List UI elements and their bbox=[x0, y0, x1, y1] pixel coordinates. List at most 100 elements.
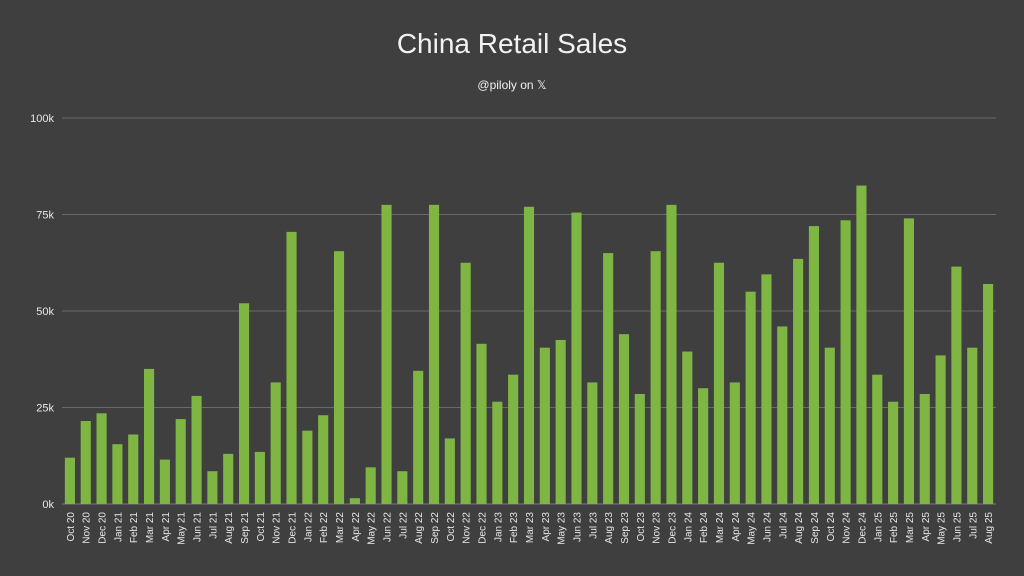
x-tick-label: Apr 21 bbox=[161, 512, 172, 542]
bar bbox=[777, 326, 788, 504]
bar bbox=[793, 258, 804, 504]
x-tick-label: Aug 24 bbox=[794, 512, 805, 544]
x-tick-label: Apr 23 bbox=[541, 512, 552, 542]
x-tick-label: Feb 25 bbox=[889, 512, 900, 544]
chart-subtitle: @piloly on 𝕏 bbox=[477, 78, 547, 92]
bar bbox=[381, 204, 392, 504]
x-tick-label: Jun 21 bbox=[193, 512, 204, 542]
bar bbox=[603, 253, 614, 504]
x-tick-label: Apr 24 bbox=[731, 512, 742, 542]
x-tick-label: Nov 20 bbox=[82, 512, 93, 544]
x-tick-label: Jun 24 bbox=[762, 512, 773, 542]
x-tick-label: Aug 25 bbox=[984, 512, 995, 544]
bar bbox=[571, 212, 582, 504]
x-tick-label: Mar 23 bbox=[525, 512, 536, 544]
y-tick-label: 75k bbox=[36, 210, 54, 222]
x-tick-label: Feb 23 bbox=[509, 512, 520, 544]
x-tick-label: Sep 24 bbox=[810, 512, 821, 544]
y-tick-label: 0k bbox=[42, 499, 54, 511]
bar bbox=[444, 438, 455, 504]
bar bbox=[492, 401, 503, 504]
bar bbox=[175, 419, 186, 504]
x-tick-label: May 21 bbox=[177, 512, 188, 545]
x-tick-label: Jan 23 bbox=[493, 512, 504, 542]
x-tick-label: Nov 23 bbox=[652, 512, 663, 544]
x-tick-label: Jul 22 bbox=[398, 512, 409, 539]
chart-title: China Retail Sales bbox=[396, 28, 628, 59]
bar bbox=[349, 498, 360, 504]
y-tick-label: 100k bbox=[30, 113, 54, 125]
bar bbox=[713, 262, 725, 504]
bar bbox=[159, 459, 170, 504]
bar bbox=[476, 343, 487, 504]
x-tick-label: Sep 21 bbox=[240, 512, 251, 544]
x-tick-label: Sep 22 bbox=[430, 512, 441, 544]
x-tick-label: Jul 24 bbox=[778, 512, 789, 539]
bar bbox=[919, 393, 930, 504]
bar bbox=[144, 368, 155, 504]
x-tick-label: Mar 22 bbox=[335, 512, 346, 544]
x-tick-label: May 25 bbox=[937, 512, 948, 545]
bar bbox=[223, 453, 234, 504]
x-tick-label: Oct 21 bbox=[256, 512, 267, 542]
bar bbox=[128, 434, 139, 504]
bar bbox=[508, 374, 519, 504]
x-tick-label: Aug 21 bbox=[224, 512, 235, 544]
x-tick-label: Nov 21 bbox=[272, 512, 283, 544]
x-tick-label: Jan 21 bbox=[113, 512, 124, 542]
bar bbox=[840, 220, 851, 505]
bar bbox=[333, 251, 345, 504]
bar bbox=[951, 266, 962, 504]
x-tick-label: Feb 24 bbox=[699, 512, 710, 544]
bar bbox=[698, 388, 709, 504]
x-tick-label: Nov 24 bbox=[842, 512, 853, 544]
bar bbox=[413, 370, 424, 504]
x-tick-label: Dec 21 bbox=[288, 512, 299, 544]
x-tick-label: Nov 22 bbox=[462, 512, 473, 544]
bar bbox=[207, 471, 218, 504]
bar bbox=[650, 251, 661, 504]
x-tick-label: Jun 25 bbox=[952, 512, 963, 542]
bar bbox=[523, 206, 535, 504]
x-tick-label: Apr 22 bbox=[351, 512, 362, 542]
bar bbox=[872, 374, 883, 504]
x-tick-label: Oct 22 bbox=[446, 512, 457, 542]
bar bbox=[238, 303, 250, 504]
x-tick-label: May 23 bbox=[557, 512, 568, 545]
x-tick-label: Feb 22 bbox=[319, 512, 330, 544]
x-tick-label: May 22 bbox=[367, 512, 378, 545]
bar bbox=[365, 467, 376, 504]
bar bbox=[112, 444, 123, 504]
bar bbox=[64, 457, 75, 504]
x-tick-label: Feb 21 bbox=[129, 512, 140, 544]
bar bbox=[286, 231, 297, 504]
x-tick-label: Jan 25 bbox=[873, 512, 884, 542]
x-tick-label: Jan 22 bbox=[303, 512, 314, 542]
bar bbox=[270, 382, 281, 504]
x-tick-label: Dec 22 bbox=[478, 512, 489, 544]
bar bbox=[428, 204, 440, 504]
bar bbox=[618, 334, 630, 504]
bar bbox=[80, 421, 91, 504]
x-tick-label: Mar 25 bbox=[905, 512, 916, 544]
bar bbox=[745, 291, 756, 504]
y-tick-label: 25k bbox=[36, 403, 54, 415]
x-tick-label: Sep 23 bbox=[620, 512, 631, 544]
bar bbox=[856, 185, 867, 505]
bar bbox=[888, 401, 899, 504]
bar bbox=[539, 347, 550, 504]
x-tick-label: Mar 21 bbox=[145, 512, 156, 544]
bar bbox=[191, 395, 202, 504]
x-tick-label: Aug 23 bbox=[604, 512, 615, 544]
x-tick-label: Oct 24 bbox=[826, 512, 837, 542]
x-tick-label: Jul 23 bbox=[588, 512, 599, 539]
bar bbox=[935, 355, 946, 504]
bar bbox=[302, 430, 313, 504]
bar bbox=[555, 339, 566, 504]
x-tick-label: May 24 bbox=[747, 512, 758, 545]
x-tick-label: Jul 25 bbox=[968, 512, 979, 539]
bar bbox=[587, 382, 598, 504]
bar bbox=[397, 471, 408, 504]
